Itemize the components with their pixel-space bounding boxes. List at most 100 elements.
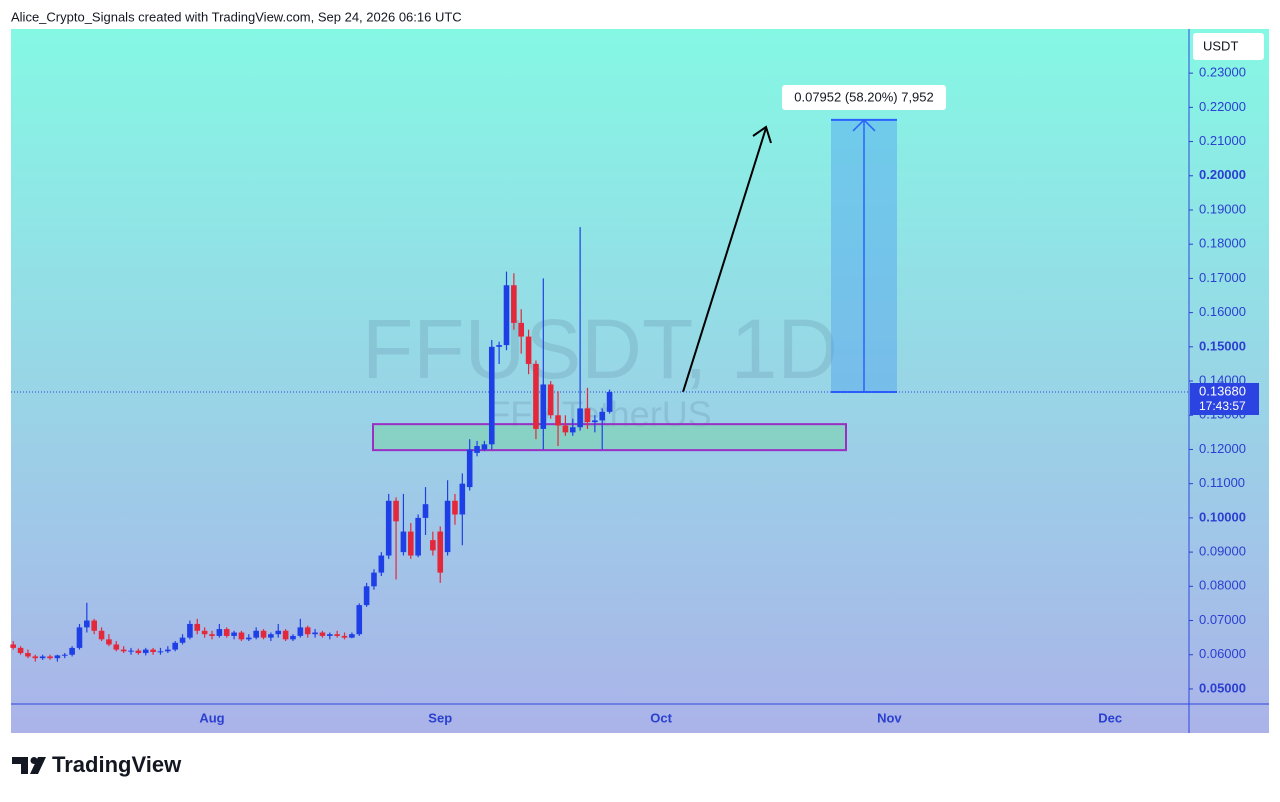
candle-body: [385, 500, 392, 556]
candle-body: [17, 647, 24, 654]
y-tick-label: 0.20000: [1199, 167, 1246, 182]
y-tick-label: 0.16000: [1199, 304, 1246, 319]
candle-body: [400, 531, 407, 553]
candle-body: [282, 630, 289, 640]
candle-body: [349, 634, 355, 638]
trend-arrow: [682, 125, 772, 393]
x-tick-label: Dec: [1098, 710, 1122, 725]
candle-body: [459, 483, 466, 515]
candle-body: [422, 504, 429, 518]
logo-text: TradingView: [52, 752, 182, 777]
logo: TradingView: [12, 752, 182, 777]
candle-body: [84, 620, 90, 628]
candle-body: [194, 623, 201, 631]
y-tick-label: 0.17000: [1199, 270, 1246, 285]
candle-body: [120, 649, 127, 652]
target-label: 0.07952 (58.20%) 7,952: [794, 89, 934, 104]
candle-body: [187, 623, 193, 638]
y-tick-label: 0.23000: [1199, 65, 1246, 80]
candle-body: [142, 649, 149, 654]
candle-body: [47, 656, 53, 659]
candle-body: [113, 644, 120, 650]
candle-body: [503, 285, 510, 346]
candle-body: [260, 630, 267, 638]
candle-body: [430, 540, 436, 551]
candle-body: [106, 639, 112, 645]
candle-body: [172, 642, 178, 650]
candle-body: [268, 634, 274, 638]
candle-body: [371, 572, 377, 587]
candle-body: [135, 650, 142, 654]
y-tick-label: 0.06000: [1199, 646, 1246, 661]
candle-body: [326, 634, 333, 636]
candle-body: [606, 391, 613, 412]
y-tick-label: 0.12000: [1199, 441, 1246, 456]
candle-body: [54, 655, 61, 659]
candle-body: [150, 649, 156, 652]
y-tick-label: 0.15000: [1199, 338, 1246, 353]
y-tick-label: 0.21000: [1199, 133, 1246, 148]
candle-body: [98, 630, 105, 640]
currency-box[interactable]: [1193, 33, 1264, 60]
candle-body: [304, 627, 311, 635]
x-tick-label: Sep: [428, 710, 452, 725]
candle-body: [76, 627, 83, 648]
candle-body: [216, 629, 223, 636]
y-tick-label: 0.11000: [1199, 475, 1245, 490]
candle-body: [599, 411, 606, 421]
x-tick-label: Oct: [650, 710, 672, 725]
candle-body: [584, 408, 591, 423]
support-zone: [372, 423, 847, 452]
candle-body: [128, 650, 134, 652]
candle-body: [466, 449, 473, 488]
last-price-box: [1190, 382, 1259, 415]
y-tick-label: 0.08000: [1199, 578, 1246, 593]
candle-body: [39, 656, 46, 659]
candle-body: [474, 446, 480, 453]
candle-body: [481, 444, 488, 450]
target-arrow-head: [852, 118, 876, 132]
candle-body: [592, 420, 598, 423]
candle-body: [238, 632, 245, 640]
candle-body: [437, 531, 444, 573]
candle-body: [275, 630, 282, 635]
candle-body: [444, 500, 451, 553]
y-tick-label: 0.05000: [1199, 680, 1246, 695]
watermark-symbol: FFUSDT, 1D: [362, 302, 838, 396]
candle-body: [562, 425, 569, 433]
candle-body: [253, 630, 259, 638]
candle-body: [312, 632, 318, 635]
candle-body: [69, 647, 75, 655]
candle-body: [319, 632, 326, 636]
candle-body: [540, 384, 547, 429]
x-tick-label: Aug: [199, 710, 224, 725]
y-tick-label: 0.22000: [1199, 99, 1246, 114]
candle-body: [25, 653, 31, 657]
candle-body: [290, 635, 296, 640]
y-tick-label: 0.09000: [1199, 544, 1246, 559]
y-tick-label: 0.18000: [1199, 236, 1246, 251]
candle-body: [201, 630, 208, 635]
header: Alice_Crypto_Signals created with Tradin…: [11, 9, 462, 24]
candle-body: [246, 637, 252, 640]
candle-body: [496, 345, 502, 347]
currency: USDT: [1203, 38, 1238, 53]
y-tick-label: 0.19000: [1199, 201, 1246, 216]
countdown-label: 17:43:57: [1199, 399, 1246, 413]
candle-body: [533, 363, 539, 429]
target-label-box: [782, 85, 946, 110]
candle-body: [61, 654, 68, 656]
candle-body: [32, 656, 39, 659]
candle-body: [341, 635, 348, 638]
candle-body: [407, 531, 414, 556]
candle-body: [393, 500, 399, 522]
candle-body: [165, 649, 171, 652]
candle-body: [415, 517, 421, 556]
candle-body: [363, 586, 370, 606]
candle-body: [231, 632, 237, 636]
candle-body: [518, 322, 525, 337]
candle-body: [569, 427, 576, 433]
x-tick-label: Nov: [877, 710, 902, 725]
y-tick-label: 0.07000: [1199, 612, 1246, 627]
